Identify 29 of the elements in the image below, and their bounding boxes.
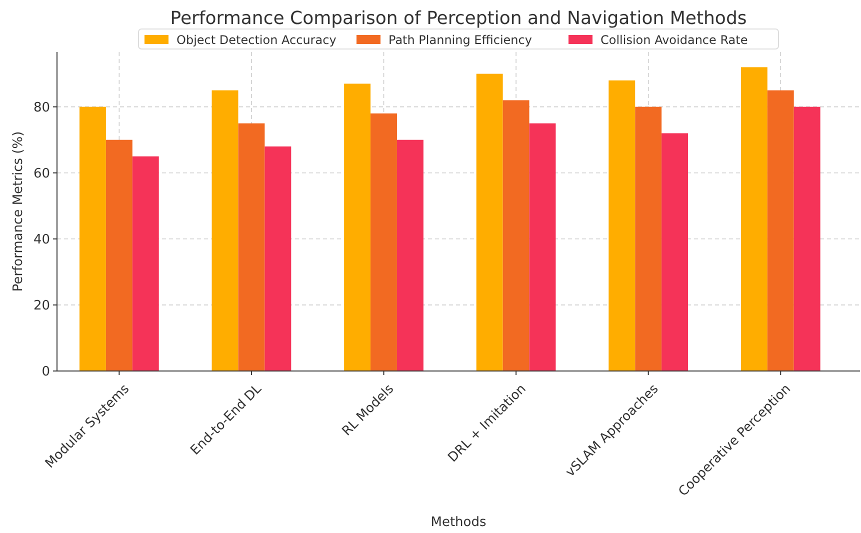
bar	[794, 106, 820, 371]
bar	[396, 140, 424, 371]
bar	[79, 106, 106, 371]
bar	[767, 90, 794, 371]
bar	[740, 67, 768, 371]
bar	[502, 100, 530, 371]
bar	[264, 146, 292, 371]
y-tick-label: 20	[33, 298, 50, 314]
bar	[238, 123, 265, 371]
y-tick-label: 0	[42, 364, 50, 380]
legend-label: Object Detection Accuracy	[176, 33, 336, 48]
bar	[608, 80, 636, 371]
x-axis-title: Methods	[430, 515, 486, 530]
bar	[662, 133, 688, 371]
y-tick-label: 60	[33, 166, 50, 182]
bar	[132, 156, 159, 371]
bar	[370, 113, 397, 371]
y-tick-label: 40	[33, 232, 50, 248]
bar	[476, 74, 503, 371]
bar	[635, 106, 662, 371]
legend-label: Collision Avoidance Rate	[600, 33, 748, 48]
chart-title: Performance Comparison of Perception and Navigation Methods	[170, 8, 747, 29]
bar	[344, 84, 371, 371]
legend-label: Path Planning Efficiency	[388, 33, 532, 48]
y-tick-label: 80	[33, 100, 50, 116]
y-axis-title: Performance Metrics (%)	[11, 131, 26, 292]
bar	[529, 123, 556, 371]
bar	[106, 140, 132, 371]
bar	[212, 90, 238, 371]
